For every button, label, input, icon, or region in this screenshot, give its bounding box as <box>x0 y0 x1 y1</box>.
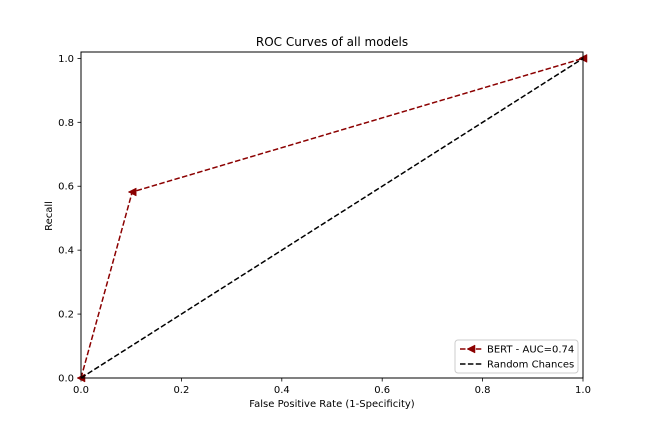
y-tick-label: 0.4 <box>58 246 74 257</box>
legend-entry-label: BERT - AUC=0.74 <box>487 345 574 356</box>
chart-title: ROC Curves of all models <box>256 35 408 49</box>
data-point <box>127 187 137 197</box>
legend-marker-swatch <box>466 344 476 354</box>
axis-ticks: 0.0 0.2 0.4 0.6 0.8 1.0 0.0 0.2 0.4 0.6 0.8 1.0 <box>58 54 591 396</box>
y-axis-label: Recall <box>44 201 55 231</box>
series-line-random-chances <box>80 57 584 379</box>
x-axis-label: False Positive Rate (1-Specificity) <box>249 399 415 410</box>
x-tick-label: 0.2 <box>173 385 189 396</box>
y-tick-label: 0.2 <box>58 310 74 321</box>
x-tick-label: 0.0 <box>73 385 89 396</box>
legend-entry-label: Random Chances <box>487 360 574 371</box>
x-tick-label: 0.8 <box>475 385 491 396</box>
plot-frame <box>80 51 584 379</box>
y-tick-label: 1.0 <box>58 54 74 65</box>
x-tick-label: 1.0 <box>575 385 591 396</box>
y-tick-label: 0.8 <box>58 118 74 129</box>
legend: BERT - AUC=0.74 Random Chances <box>454 339 579 374</box>
plot-lines <box>76 53 588 383</box>
y-tick-label: 0.0 <box>58 374 74 385</box>
y-tick-label: 0.6 <box>58 182 74 193</box>
x-tick-label: 0.4 <box>274 385 290 396</box>
x-tick-label: 0.6 <box>374 385 390 396</box>
legend-box <box>454 339 579 374</box>
